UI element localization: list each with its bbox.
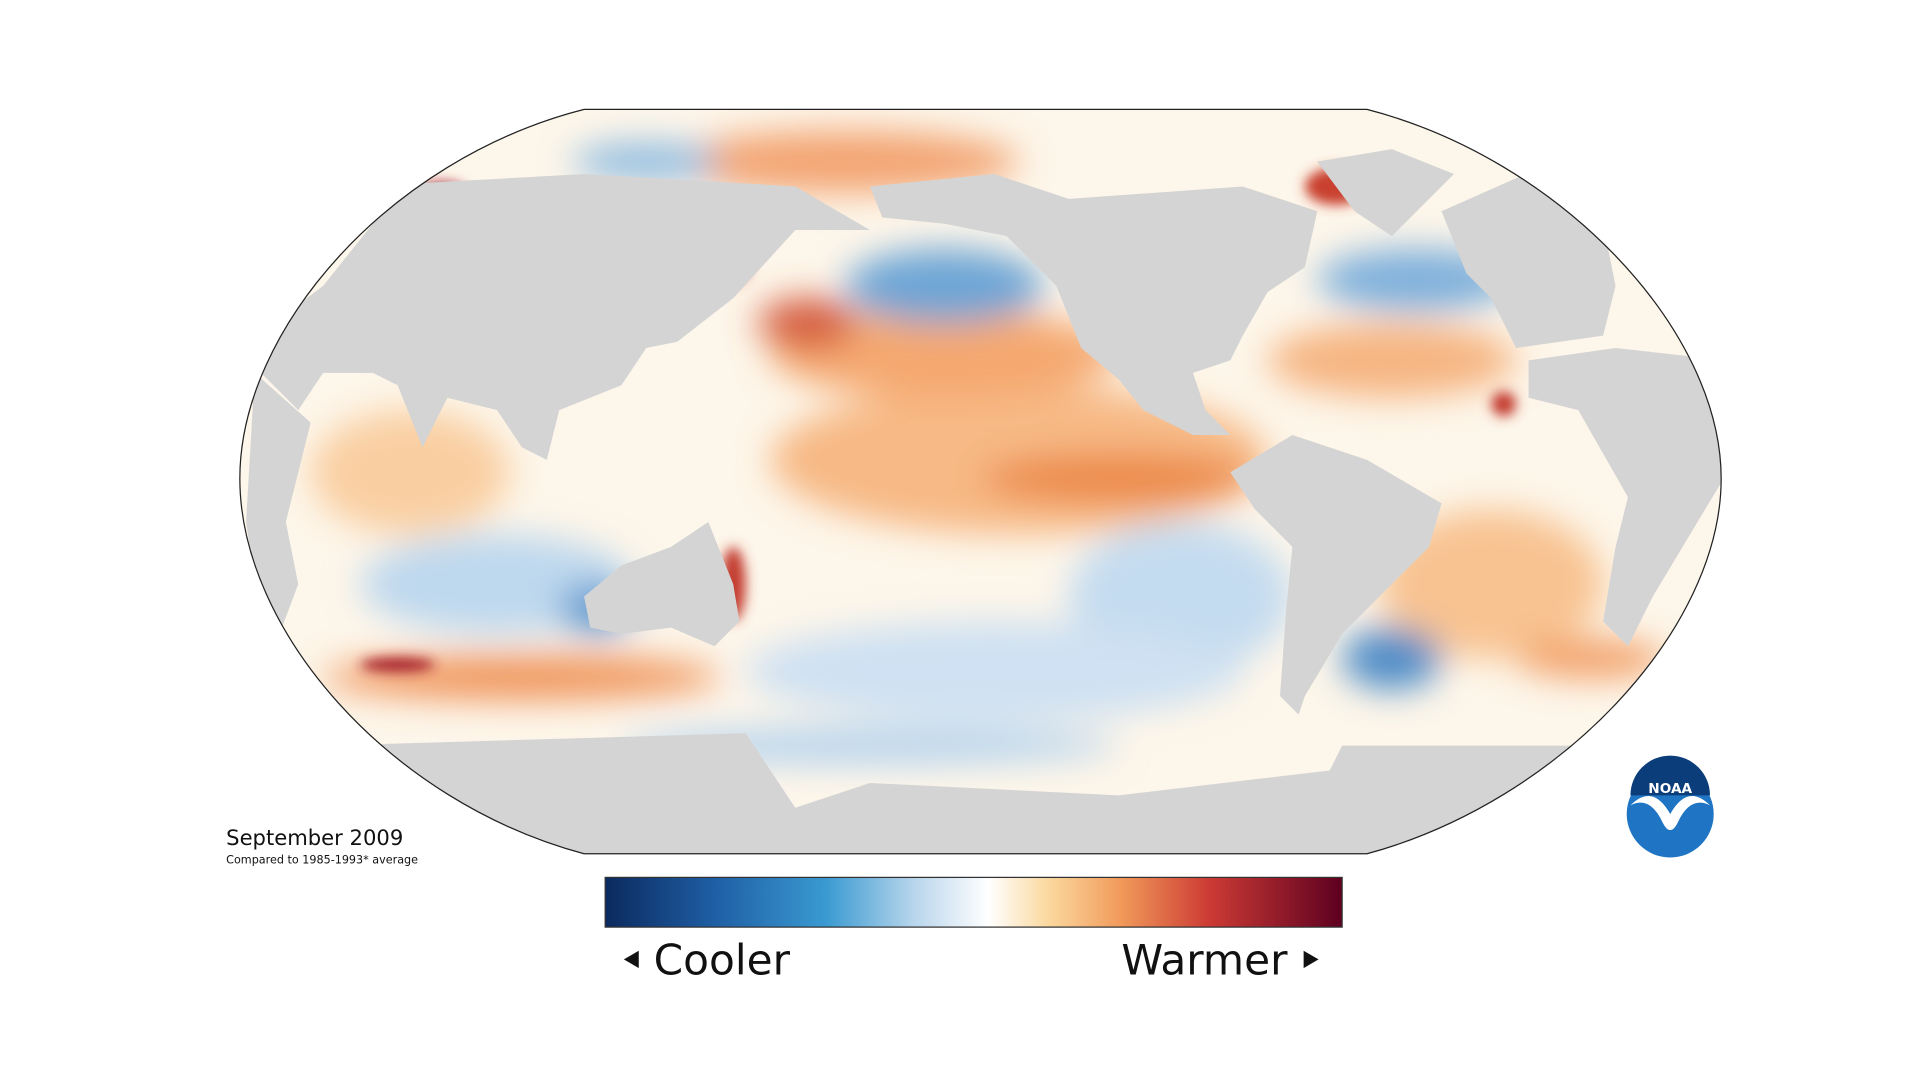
color-scale — [604, 876, 1343, 928]
greenland — [1317, 149, 1454, 237]
asia — [260, 174, 870, 460]
africa-west — [246, 372, 311, 634]
anomaly-field — [310, 130, 1666, 765]
africa-east — [1528, 347, 1722, 647]
legend-low: Cooler — [654, 935, 791, 984]
logo-text: NOAA — [1648, 781, 1692, 797]
land — [239, 149, 1722, 854]
cooler-arrow — [623, 950, 639, 969]
australia — [584, 521, 740, 647]
south-america — [1230, 434, 1442, 715]
map-outline — [239, 108, 1722, 855]
warmer-arrow — [1303, 950, 1319, 969]
legend-high: Warmer — [1121, 935, 1288, 984]
antarctica — [239, 733, 1722, 854]
logo-gull — [1630, 795, 1710, 831]
map-date: September 2009 — [226, 825, 403, 850]
north-america — [869, 174, 1318, 435]
logo-top — [1630, 755, 1710, 796]
noaa-logo: NOAA — [1626, 755, 1714, 858]
globe — [239, 109, 1722, 854]
map-baseline: Compared to 1985-1993* average — [226, 854, 418, 867]
